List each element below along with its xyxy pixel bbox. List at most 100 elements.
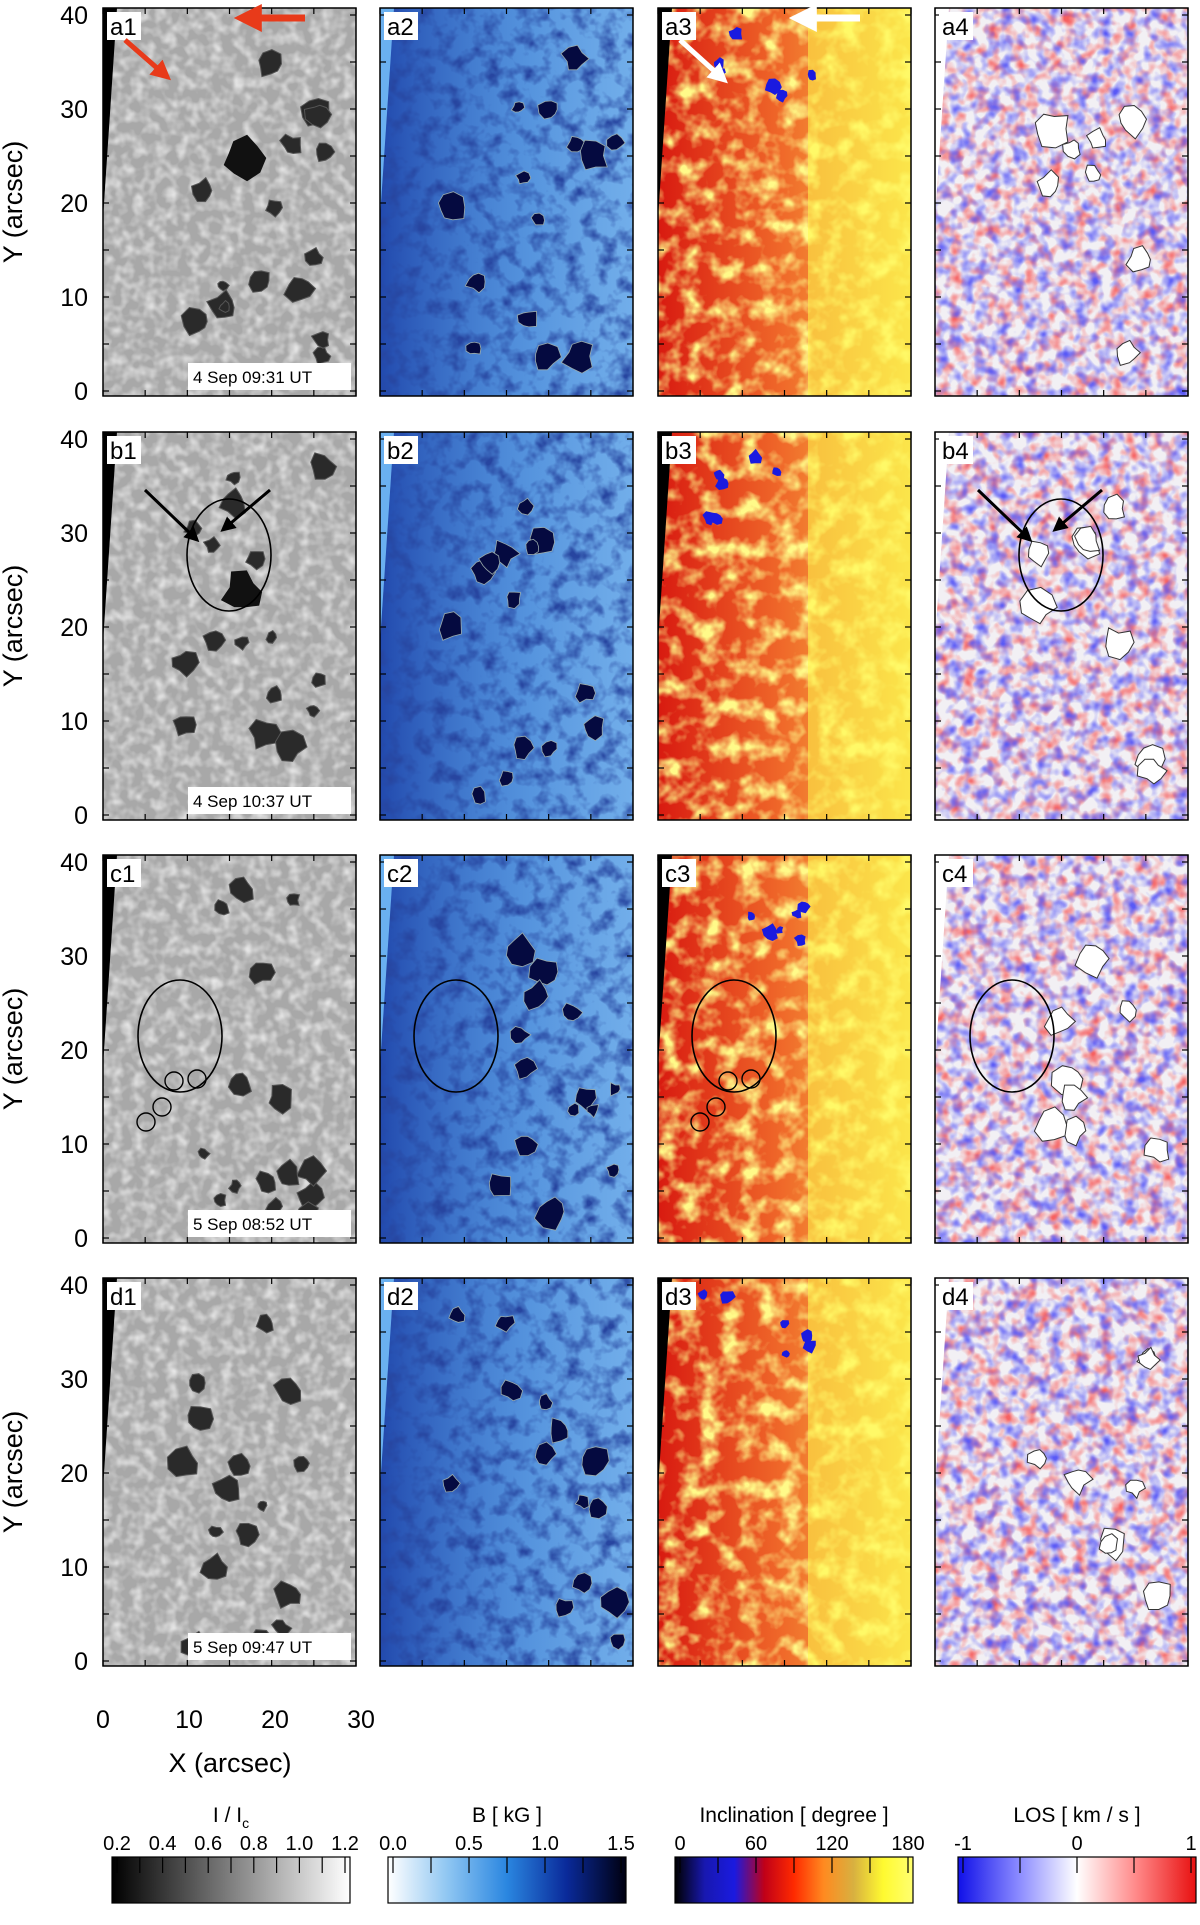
panel-a3: a3 — [657, 7, 912, 397]
panel-label-text: c2 — [387, 861, 412, 888]
timestamp: 4 Sep 09:31 UT — [188, 363, 351, 390]
pore — [227, 1072, 252, 1097]
timestamp-text: 4 Sep 09:31 UT — [193, 368, 312, 387]
circle-c1-3 — [152, 1097, 172, 1117]
inclination-blue-patch — [774, 926, 784, 934]
panel-ticks — [102, 1278, 357, 1666]
panel-label: d2 — [384, 1282, 418, 1311]
field-concentration — [560, 340, 593, 374]
inclination-blue-patch — [801, 1329, 813, 1343]
colorbar-tick-label: 0 — [1071, 1833, 1082, 1855]
ellipse-c2 — [413, 979, 499, 1093]
pore — [199, 1552, 228, 1580]
pore — [265, 629, 278, 644]
timestamp: 4 Sep 10:37 UT — [188, 787, 351, 814]
pore — [180, 306, 208, 337]
field-concentration — [586, 1104, 599, 1119]
pore — [248, 718, 283, 750]
pore — [315, 142, 336, 163]
panel-a1: a1 4 Sep 09:31 UT — [102, 7, 357, 397]
panel-label-box — [662, 859, 696, 887]
field-concentration — [506, 591, 521, 610]
colorbar-tick-label: 1.2 — [331, 1833, 359, 1855]
no-data-wedge — [658, 855, 672, 1065]
no-data-wedge — [103, 432, 117, 642]
pore — [286, 893, 301, 906]
pore — [276, 1158, 300, 1186]
field-concentration — [561, 1002, 584, 1022]
los-masked-pore — [1143, 1137, 1170, 1163]
los-masked-pore — [1027, 540, 1050, 568]
colorbar-tick-label: 1 — [1185, 1833, 1196, 1855]
colorbar-title: LOS [ km / s ] — [1013, 1804, 1140, 1827]
field-concentration — [583, 715, 605, 742]
y-tick-label: 30 — [60, 96, 88, 124]
panel-ticks — [934, 855, 1189, 1243]
y-tick-label: 40 — [60, 849, 88, 877]
field-concentration — [438, 611, 462, 641]
panel-label-text: d2 — [387, 1284, 414, 1311]
inclination-blue-patch — [793, 934, 806, 946]
pore — [227, 1452, 251, 1476]
colorbar-tick-label: 0.4 — [149, 1833, 177, 1855]
timestamp: 5 Sep 08:52 UT — [188, 1210, 351, 1237]
field-concentration — [541, 740, 558, 758]
panel-grid: a1 4 Sep 09:31 UT a2 a3 a4 b1 4 Sep 10:37 UT b2… — [102, 3, 1189, 1667]
no-data-wedge — [380, 8, 394, 218]
field-concentration — [523, 979, 549, 1011]
no-data-wedge — [103, 855, 117, 1065]
pore — [274, 729, 308, 763]
colorbar-tick-label: -1 — [954, 1833, 972, 1855]
inclination-yellow-region — [808, 432, 911, 820]
circle-c1-4 — [136, 1112, 156, 1132]
y-axis-row-b: 0 10 20 30 40 Y (arcsec) — [0, 426, 88, 830]
no-data-wedge — [658, 432, 672, 642]
inclination-blue-patch — [781, 1350, 790, 1358]
panel-label-box — [384, 436, 418, 464]
los-blue-texture — [935, 8, 1188, 396]
panel-label-text: a2 — [387, 14, 414, 41]
pore — [257, 1500, 268, 1512]
panel-label: a1 — [107, 12, 141, 41]
field-concentration — [516, 310, 538, 328]
pore — [273, 1580, 302, 1610]
field-concentration — [510, 101, 526, 113]
y-tick-label: 10 — [60, 284, 88, 312]
panel-label-box — [384, 859, 418, 887]
pore — [228, 876, 254, 904]
pore — [197, 1147, 211, 1160]
panel-a2: a2 — [379, 7, 634, 397]
los-masked-pore — [1074, 525, 1101, 552]
field-concentration — [555, 1598, 575, 1618]
panel-ticks — [102, 8, 357, 396]
los-masked-pore — [1036, 169, 1060, 198]
pore — [272, 1377, 302, 1406]
pore — [227, 1179, 242, 1195]
panel-ticks — [379, 8, 634, 396]
panel-a4: a4 — [934, 7, 1189, 397]
field-concentration — [605, 1163, 620, 1178]
y-axis-title: Y (arcsec) — [0, 1411, 28, 1534]
panel-label: a4 — [939, 12, 973, 41]
arrow-red-1 — [123, 38, 172, 81]
los-masked-pore — [1061, 1084, 1089, 1111]
panel-label: b4 — [939, 436, 973, 465]
panel-label-box — [384, 12, 418, 40]
inclination-blue-patch — [802, 1338, 816, 1354]
panel-label-box — [107, 1282, 141, 1310]
inclination-yellow-region — [808, 855, 911, 1243]
panel-label-box — [662, 436, 696, 464]
no-data-wedge — [380, 432, 394, 642]
field-concentration — [448, 1306, 466, 1323]
los-masked-pore — [1142, 1581, 1171, 1610]
y-tick-label: 0 — [74, 378, 88, 406]
panel-c2: c2 — [379, 854, 634, 1244]
field-concentration — [437, 191, 466, 221]
x-tick-label: 30 — [347, 1706, 375, 1734]
y-tick-label: 40 — [60, 426, 88, 454]
inclination-yellow-region — [808, 8, 911, 396]
colorbar-1: I / Ic 0.2 0.4 0.6 0.8 1.0 1.2 — [103, 1804, 359, 1904]
circle-c3-2 — [741, 1069, 761, 1089]
y-axes: 0 10 20 30 40 Y (arcsec) 0 10 20 30 40 Y (arcsec) 0 1… — [0, 2, 88, 1676]
